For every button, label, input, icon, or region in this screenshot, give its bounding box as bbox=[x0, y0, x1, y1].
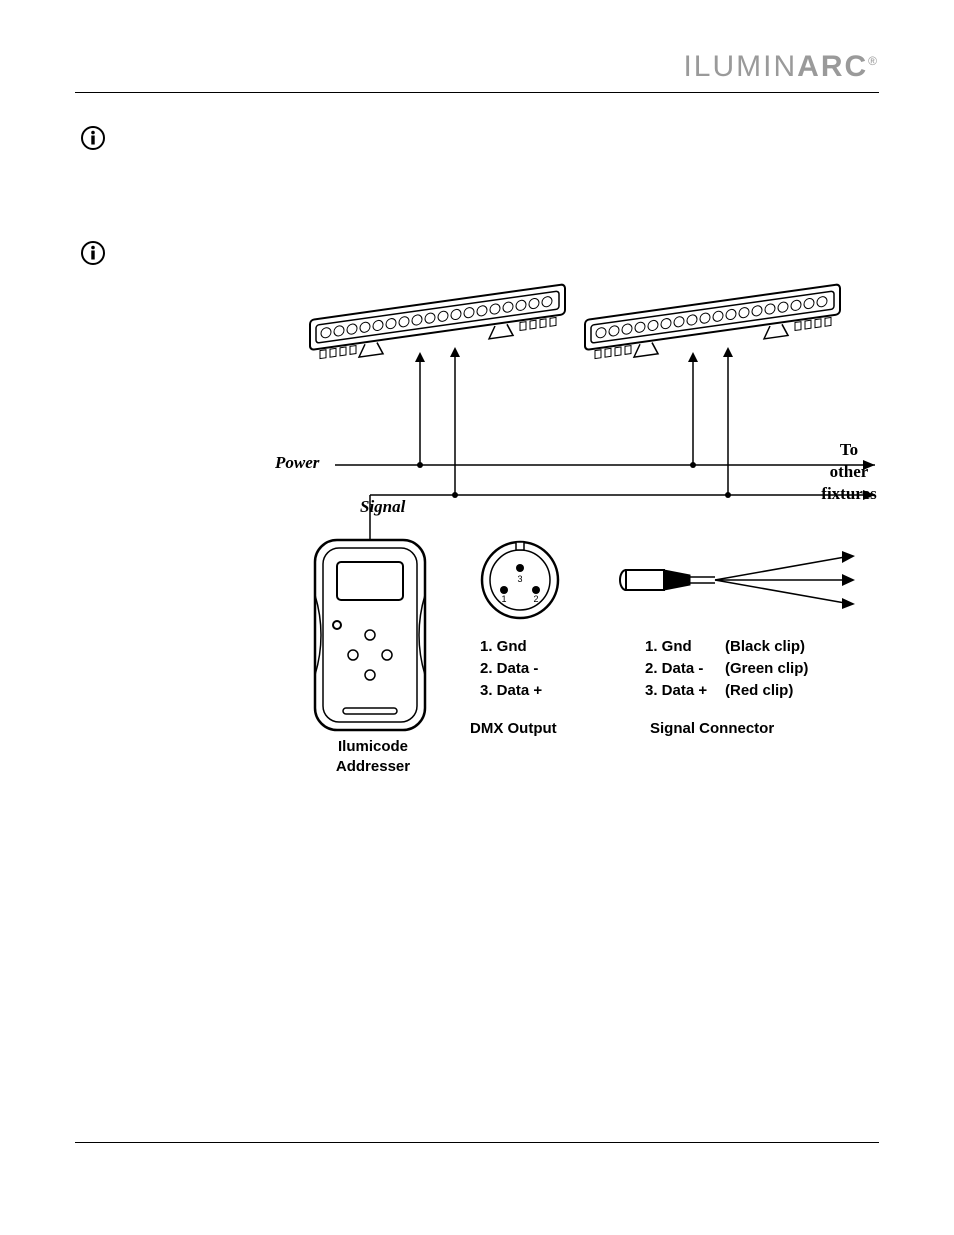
power-label: Power bbox=[275, 453, 319, 473]
svg-text:2: 2 bbox=[533, 594, 538, 604]
sig-pin2: 2. Data - bbox=[645, 660, 703, 677]
signal-label: Signal bbox=[360, 497, 405, 517]
brand-part2: ARC bbox=[797, 50, 868, 83]
page-content: ILUMINARC® bbox=[75, 50, 879, 1185]
svg-text:1: 1 bbox=[501, 594, 506, 604]
sig-clip2: (Green clip) bbox=[725, 660, 808, 677]
brand-logo: ILUMINARC® bbox=[683, 50, 879, 84]
sig-pin1: 1. Gnd bbox=[645, 638, 692, 655]
dmx-pin3: 3. Data + bbox=[480, 682, 542, 699]
sig-clip3: (Red clip) bbox=[725, 682, 793, 699]
svg-text:3: 3 bbox=[517, 574, 522, 584]
brand-reg: ® bbox=[868, 54, 879, 68]
connection-diagram: 1 2 3 Power Signal To bbox=[255, 260, 875, 820]
to-other-1: To bbox=[819, 440, 879, 460]
dmx-title: DMX Output bbox=[470, 720, 557, 737]
to-other-3: fixtures bbox=[809, 484, 889, 504]
dmx-pin2: 2. Data - bbox=[480, 660, 538, 677]
info-icon bbox=[80, 125, 106, 151]
brand-part1: ILUMIN bbox=[683, 50, 797, 83]
sig-pin3: 3. Data + bbox=[645, 682, 707, 699]
sig-title: Signal Connector bbox=[650, 720, 774, 737]
addresser-2: Addresser bbox=[323, 758, 423, 775]
bottom-rule bbox=[75, 1142, 879, 1143]
dmx-pin1: 1. Gnd bbox=[480, 638, 527, 655]
addresser-1: Ilumicode bbox=[323, 738, 423, 755]
info-icon bbox=[80, 240, 106, 266]
to-other-2: other bbox=[819, 462, 879, 482]
top-rule bbox=[75, 92, 879, 93]
sig-clip1: (Black clip) bbox=[725, 638, 805, 655]
